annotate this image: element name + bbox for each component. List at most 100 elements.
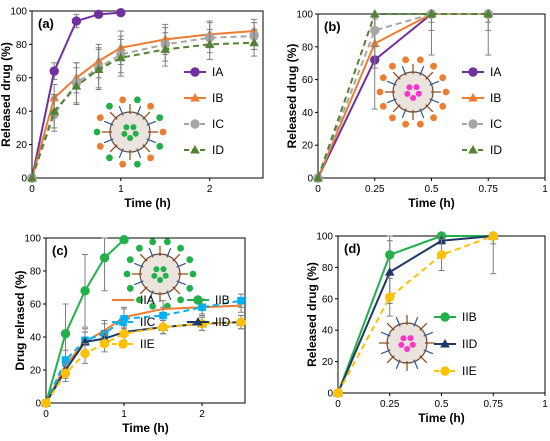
data-point [99, 338, 110, 349]
y-tick-label: 100 [10, 7, 27, 18]
polymer-chain [172, 286, 181, 295]
series-iid [41, 315, 246, 407]
data-point [119, 329, 129, 339]
drug-molecule [404, 90, 411, 97]
y-tick-label: 60 [322, 294, 334, 305]
series-line [337, 235, 494, 394]
legend-marker [440, 312, 450, 322]
surface-particle [389, 62, 396, 70]
x-tick-label: 0.25 [365, 184, 385, 195]
y-tick-label: 100 [316, 232, 333, 243]
data-point [333, 388, 343, 398]
polymer-chain [386, 355, 395, 364]
legend-label: ID [212, 143, 224, 157]
legend-label: IA [490, 65, 501, 79]
surface-particle [96, 142, 104, 150]
surface-particle [149, 302, 157, 310]
polymer-chain [380, 331, 391, 337]
legend-label: IIB [215, 293, 230, 307]
y-tick-label: 20 [30, 366, 42, 377]
series-line [45, 321, 242, 404]
data-point [71, 16, 82, 26]
x-tick-label: 0.5 [435, 399, 449, 410]
surface-particle [416, 120, 424, 128]
polymer-chain [176, 262, 187, 268]
series-iie [333, 231, 498, 398]
surface-particle [439, 102, 447, 110]
polymer-chain [413, 359, 419, 370]
polymer-chain [109, 111, 118, 120]
nanoparticle-illustration [123, 238, 197, 310]
drug-molecule [130, 124, 137, 131]
y-tick-label: 40 [302, 108, 314, 119]
data-point [483, 9, 494, 18]
drug-molecule [409, 341, 416, 348]
y-tick-label: 0 [21, 174, 27, 185]
polymer-chain [386, 80, 397, 86]
x-axis-label: Time (h) [408, 196, 454, 210]
surface-particle [189, 270, 197, 278]
polymer-chain [423, 349, 434, 355]
legend-label: IB [212, 91, 223, 105]
polymer-chain [139, 253, 148, 262]
polymer-chain [395, 316, 401, 327]
surface-particle [126, 256, 134, 264]
polymer-chain [146, 138, 157, 144]
polymer-chain [419, 355, 428, 364]
chart-panel: 0 20 40 60 80 100 0 0.25 0.5 0.75 1 Time (h) Release… [305, 231, 548, 425]
legend-marker [440, 366, 450, 376]
polymer-chain [148, 290, 154, 301]
y-tick-label: 60 [30, 300, 42, 311]
x-axis-label: Time (h) [122, 421, 168, 435]
legend-marker [193, 295, 203, 305]
x-tick-label: 0 [29, 184, 35, 195]
polymer-chain [401, 108, 407, 119]
polymer-chain [109, 144, 118, 153]
legend-label: IC [212, 117, 224, 131]
data-point [116, 52, 126, 62]
data-point [119, 234, 129, 245]
polymer-chain [386, 98, 397, 104]
data-point [159, 311, 167, 320]
legend-marker [119, 318, 127, 326]
legend-marker [118, 339, 128, 349]
drug-molecule [123, 124, 130, 131]
legend-label: IIA [140, 293, 155, 307]
data-point [60, 368, 71, 378]
y-axis-label: Drug relrased (%) [13, 270, 27, 370]
surface-particle [439, 74, 447, 82]
legend-label: IID [215, 315, 231, 329]
series-line [31, 41, 255, 179]
nanoparticle-illustration [376, 56, 450, 128]
surface-particle [159, 128, 167, 136]
legend: IIB IID IIE [434, 310, 478, 378]
legend: IA IB IC ID [184, 65, 224, 157]
data-point [370, 25, 380, 36]
drug-molecule [400, 335, 407, 342]
plot-frame [31, 10, 264, 179]
surface-particle [430, 62, 437, 70]
surface-particle [442, 88, 450, 96]
surface-particle [133, 96, 141, 104]
series-line [317, 13, 489, 179]
surface-particle [379, 74, 387, 82]
data-point [369, 9, 380, 18]
series-line [31, 30, 255, 179]
series-line [31, 35, 255, 179]
y-axis-label: Released drug (%) [285, 44, 299, 149]
legend-marker [190, 93, 200, 102]
drug-molecule [160, 266, 167, 273]
y-tick-label: 40 [322, 326, 334, 337]
legend-label: IIE [140, 337, 155, 351]
legend-marker [468, 93, 478, 102]
drug-molecule [398, 341, 405, 348]
data-point [158, 322, 168, 332]
surface-particle [119, 160, 127, 168]
polymer-chain [133, 262, 144, 268]
surface-particle [402, 120, 410, 128]
polymer-chain [136, 105, 142, 116]
polymer-chain [392, 104, 401, 113]
data-point [49, 106, 60, 115]
surface-particle [136, 296, 143, 304]
